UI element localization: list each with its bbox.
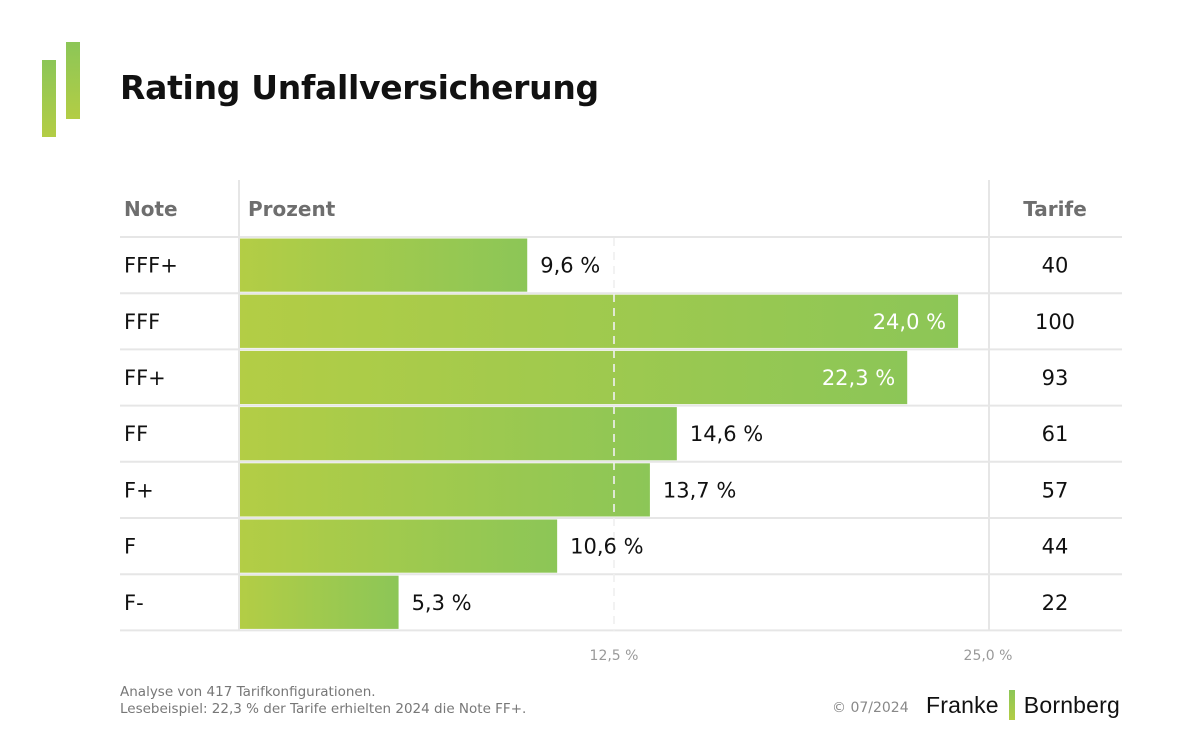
value-label: 9,6 % [540,254,600,278]
value-label: 10,6 % [570,535,643,559]
bar-f [240,519,558,573]
footer-notes: Analyse von 417 Tarifkonfigurationen. Le… [120,684,526,718]
tariff-count: 93 [1042,366,1069,390]
bar-fff-plus [240,238,528,292]
brand-left: Franke [926,691,999,718]
bar-f-plus [240,463,650,517]
rating-label: FF+ [124,366,166,390]
brand-right: Bornberg [1023,691,1121,718]
tariff-count: 40 [1042,254,1069,278]
rating-label: FFF [124,310,160,334]
value-label: 14,6 % [690,422,763,446]
brand-separator-icon [1008,690,1015,720]
value-label: 22,3 % [822,366,895,390]
column-header-percent: Prozent [248,197,336,221]
logo-bar-tall [66,42,80,119]
logo-bar-short [42,60,56,137]
rating-label: F+ [124,478,154,502]
rating-label: F- [124,591,144,615]
column-header-tariffs: Tarife [1023,197,1087,221]
rating-label: F [124,535,136,559]
tariff-count: 57 [1042,478,1069,502]
chart-title: Rating Unfallversicherung [120,68,599,107]
value-label: 24,0 % [873,310,946,334]
column-header-note: Note [124,197,178,221]
brand-logo: Franke Bornberg [926,690,1120,720]
bar-fff [240,294,959,348]
reading-example: Lesebeispiel: 22,3 % der Tarife erhielte… [120,701,527,717]
x-tick-label: 25,0 % [964,648,1013,664]
tariff-count: 100 [1035,310,1075,334]
value-label: 13,7 % [663,478,736,502]
copyright: © 07/2024 [832,700,909,716]
rating-label: FF [124,422,148,446]
bar-f-minus [240,575,399,629]
bar-ff-plus [240,350,908,405]
tariff-count: 22 [1042,591,1069,615]
tariff-count: 44 [1042,535,1069,559]
value-label: 5,3 % [412,591,472,615]
bar-ff [240,407,677,461]
x-tick-label: 12,5 % [590,648,639,664]
analysis-note: Analyse von 417 Tarifkonfigurationen. [120,684,376,700]
tariff-count: 61 [1042,422,1069,446]
rating-label: FFF+ [124,254,178,278]
